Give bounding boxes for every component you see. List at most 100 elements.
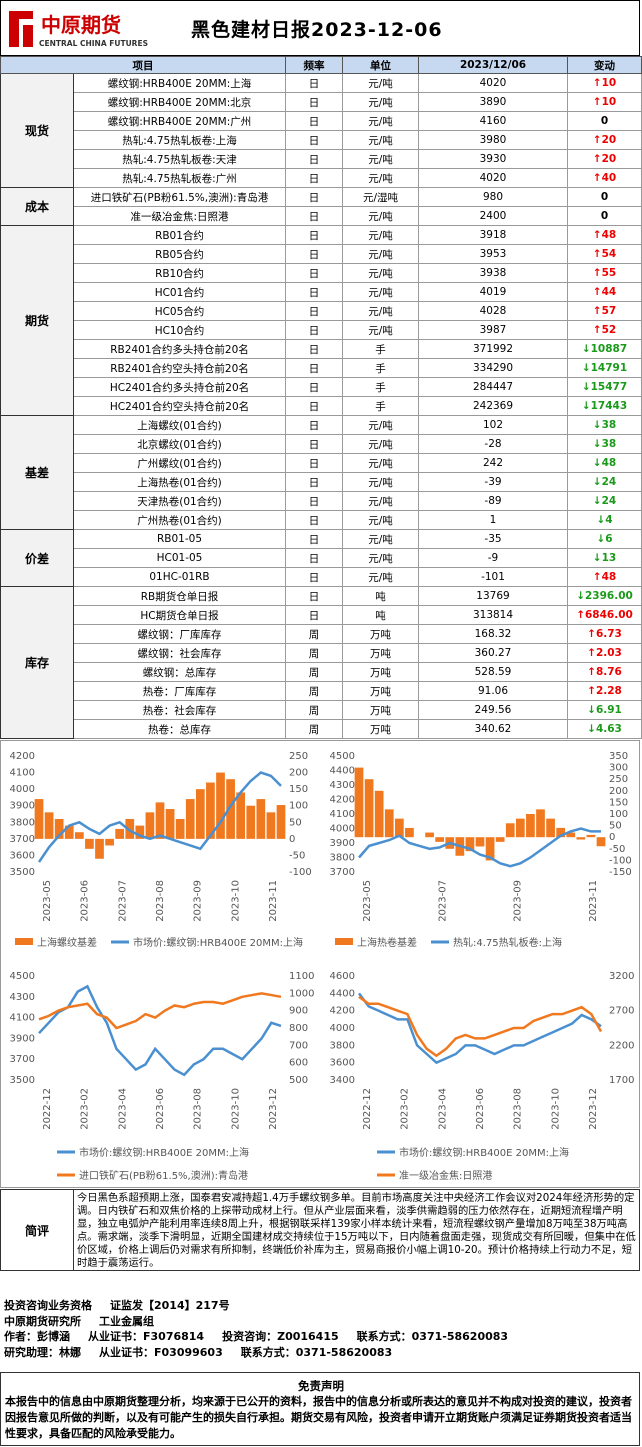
- unit: 手: [342, 396, 419, 416]
- x-tick-label: 2023-05: [42, 880, 53, 922]
- value: 4160: [418, 111, 568, 131]
- x-tick-label: 2023-12: [588, 1088, 599, 1130]
- change: ↑10: [567, 73, 642, 93]
- unit: 元/吨: [342, 491, 419, 511]
- item: 螺纹钢:HRB400E 20MM:北京: [73, 92, 286, 112]
- value: -39: [418, 472, 568, 492]
- table-row: 成本 进口铁矿石(PB粉61.5%,澳洲):青岛港日元/湿吨 980 0: [0, 187, 642, 226]
- legend-swatch: [15, 938, 33, 945]
- line: [357, 992, 602, 1065]
- unit: 元/吨: [342, 263, 419, 283]
- bar: [526, 814, 535, 838]
- x-tick-label: 2023-06: [155, 1088, 166, 1130]
- y2-tick-label: 3200: [609, 971, 634, 982]
- info-item: 从业证书：F3076814: [88, 1330, 205, 1343]
- bar: [256, 799, 266, 839]
- unit: 元/吨: [342, 472, 419, 492]
- change: ↑48: [567, 567, 642, 587]
- frequency: 日: [285, 244, 343, 264]
- value: 3987: [418, 320, 568, 340]
- y-tick-label: 4400: [330, 988, 355, 999]
- item: 螺纹钢:HRB400E 20MM:广州: [73, 111, 286, 131]
- info-item: 联系方式：0371-58620083: [240, 1345, 393, 1359]
- legend-label: 市场价:螺纹钢:HRB400E 20MM:上海: [399, 1146, 569, 1159]
- value: 1: [418, 510, 568, 530]
- x-tick-label: 2023-10: [230, 1088, 241, 1130]
- y-tick-label: 3600: [10, 850, 35, 861]
- value: 242: [418, 453, 568, 473]
- y-tick-label: 4600: [330, 971, 355, 982]
- change: ↑54: [567, 244, 642, 264]
- y2-tick-label: 250: [289, 751, 308, 762]
- unit: 万吨: [342, 624, 419, 644]
- y2-tick-label: 350: [609, 751, 628, 762]
- x-tick-label: 2023-07: [117, 880, 128, 922]
- chart: 3400 3600 3800 4000 4200 4400 4600 1700 2200 2700…: [330, 971, 635, 1182]
- x-tick-label: 2023-08: [155, 880, 166, 922]
- y-tick-label: 3700: [330, 867, 355, 878]
- value: -9: [418, 548, 568, 568]
- x-tick-label: 2023-08: [193, 1088, 204, 1130]
- item: RB01-05: [73, 529, 286, 549]
- comment-box: 简评 今日黑色系超预期上涨，国泰君安减持超1.4万手螺纹钢多单。目前市场高度关注…: [0, 1189, 640, 1271]
- info-line: 研究助理：林娜 从业证书：F03099603 联系方式：0371-58620083: [4, 1345, 526, 1361]
- chart: 3700 3800 3900 4000 4100 4200 4300 4400 4500 -150…: [330, 751, 632, 949]
- item: HC2401合约多头持仓前20名: [73, 377, 286, 397]
- item: 螺纹钢:HRB400E 20MM:上海: [73, 73, 286, 93]
- change: 0: [567, 206, 642, 226]
- y-tick-label: 4200: [10, 751, 35, 762]
- info-item: 中原期货研究所: [4, 1314, 81, 1328]
- value: 3930: [418, 149, 568, 169]
- frequency: 日: [285, 434, 343, 454]
- value: -89: [418, 491, 568, 511]
- legend-swatch: [335, 938, 353, 945]
- unit: 元/湿吨: [342, 187, 419, 207]
- item: 热轧:4.75热轧板卷:广州: [73, 168, 286, 188]
- bar: [546, 818, 555, 838]
- bar: [185, 799, 195, 839]
- y-tick-label: 4500: [10, 971, 35, 982]
- y-tick-label: 4100: [330, 809, 355, 820]
- info-line: 作者：彭博涵 从业证书：F3076814 投资咨询：Z0016415 联系方式：037…: [4, 1329, 526, 1345]
- table-row: 热轧:4.75热轧板卷:广州日元/吨 4020 ↑40: [1, 168, 642, 188]
- bar: [216, 772, 225, 839]
- y2-tick-label: 2200: [609, 1040, 634, 1051]
- table-row: RB2401合约多头持仓前20名日手 371992 ↓10887: [1, 339, 642, 359]
- x-tick-label: 2023-10: [550, 1088, 561, 1130]
- unit: 元/吨: [342, 130, 419, 150]
- bar: [586, 834, 596, 838]
- unit: 元/吨: [342, 92, 419, 112]
- unit: 元/吨: [342, 434, 419, 454]
- x-tick-label: 2023-02: [80, 1088, 91, 1130]
- change: ↓2396.00: [567, 586, 642, 606]
- table-row: HC10合约日元/吨 3987 ↑52: [1, 320, 642, 340]
- y-tick-label: 4300: [10, 992, 35, 1003]
- item: 北京螺纹(01合约): [73, 434, 286, 454]
- value: 3953: [418, 244, 568, 264]
- item: 广州螺纹(01合约): [73, 453, 286, 473]
- change: ↓13: [567, 548, 642, 568]
- unit: 元/吨: [342, 453, 419, 473]
- table-row: 热卷：总库存周万吨 340.62 ↓4.63: [1, 719, 642, 739]
- frequency: 日: [285, 206, 343, 226]
- value: 3980: [418, 130, 568, 150]
- logo-text: 中原期货: [41, 13, 121, 37]
- value: 3918: [418, 225, 568, 245]
- y-tick-label: 3500: [10, 1075, 35, 1086]
- frequency: 日: [285, 149, 343, 169]
- bar: [576, 837, 586, 840]
- table-row: 热轧:4.75热轧板卷:天津日元/吨 3930 ↑20: [1, 149, 642, 169]
- value: 4028: [418, 301, 568, 321]
- x-tick-label: 2023-09: [193, 880, 204, 922]
- bar: [374, 790, 384, 838]
- y2-tick-label: 900: [289, 1006, 308, 1017]
- y-tick-label: 4300: [330, 780, 355, 791]
- item: RB期货仓单日报: [73, 586, 286, 606]
- y-tick-label: 4100: [10, 768, 35, 779]
- x-tick-label: 2023-06: [80, 880, 91, 922]
- change: ↓6: [567, 529, 642, 549]
- info-line: 投资咨询业务资格 证监发【2014】217号: [4, 1298, 526, 1314]
- x-tick-label: 2023-06: [475, 1088, 486, 1130]
- unit: 吨: [342, 605, 419, 625]
